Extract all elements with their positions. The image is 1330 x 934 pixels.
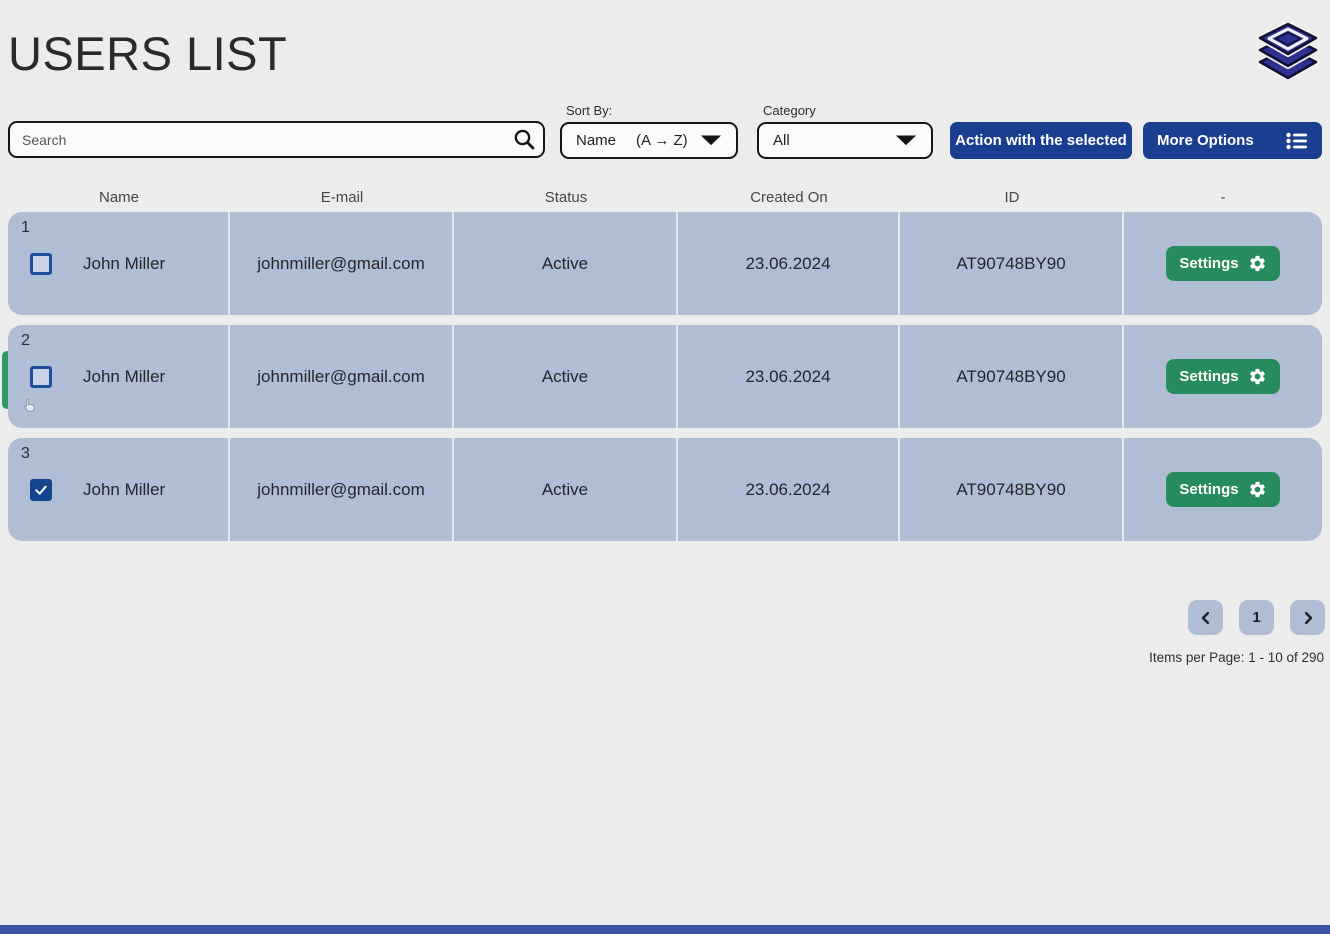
chevron-down-icon <box>895 135 917 146</box>
user-name: John Miller <box>83 253 166 273</box>
table-header: Name E-mail Status Created On ID - <box>8 189 1322 206</box>
items-per-page-summary: Items per Page: 1 - 10 of 290 <box>1149 650 1324 665</box>
row-number: 3 <box>21 445 30 462</box>
chevron-down-icon <box>700 135 722 146</box>
created-cell: 23.06.2024 <box>678 212 900 315</box>
actions-cell: Settings <box>1124 438 1322 541</box>
page-number-button[interactable]: 1 <box>1239 600 1274 635</box>
category-select[interactable]: All <box>757 122 933 159</box>
category-group: Category All <box>757 103 933 159</box>
actions-cell: Settings <box>1124 325 1322 428</box>
stacked-layers-logo-icon <box>1257 21 1319 81</box>
name-cell: 3 John Miller <box>8 438 230 541</box>
row-checkbox-checked[interactable] <box>30 478 52 501</box>
name-cell: 2 John Miller <box>8 325 230 428</box>
name-cell: 1 John Miller <box>8 212 230 315</box>
pagination: 1 <box>1188 600 1325 635</box>
bottom-accent-bar <box>0 925 1330 934</box>
more-options-label: More Options <box>1157 132 1254 149</box>
chevron-right-icon <box>1304 611 1312 624</box>
column-header-name: Name <box>98 189 139 206</box>
settings-button[interactable]: Settings <box>1166 472 1280 507</box>
row-checkbox[interactable] <box>30 365 52 388</box>
sort-group: Sort By: Name (A → Z) <box>560 103 738 159</box>
sort-label: Sort By: <box>566 103 613 118</box>
id-cell: AT90748BY90 <box>900 438 1124 541</box>
status-cell: Active <box>454 325 678 428</box>
row-number: 2 <box>21 332 30 349</box>
settings-label: Settings <box>1179 368 1239 385</box>
toolbar: Sort By: Name (A → Z) Category All Actio… <box>8 103 1322 159</box>
category-value: All <box>773 132 790 149</box>
user-name: John Miller <box>83 366 166 386</box>
search-input[interactable] <box>8 121 545 158</box>
column-header-actions: - <box>1220 189 1226 206</box>
table-row[interactable]: 2 John Miller johnmiller@gmail.com Activ… <box>2 325 1322 428</box>
email-cell: johnmiller@gmail.com <box>230 212 454 315</box>
column-header-id: ID <box>1004 189 1020 206</box>
row-checkbox[interactable] <box>30 252 52 275</box>
column-header-status: Status <box>544 189 588 206</box>
gear-icon <box>1249 481 1265 498</box>
category-label: Category <box>763 103 816 118</box>
page-title: USERS LIST <box>8 27 288 80</box>
status-cell: Active <box>454 438 678 541</box>
gear-icon <box>1249 255 1265 272</box>
next-page-button[interactable] <box>1290 600 1325 635</box>
column-header-created: Created On <box>750 189 828 206</box>
sort-direction: (A → Z) <box>636 132 688 149</box>
hand-cursor-icon <box>24 398 35 412</box>
column-header-email: E-mail <box>320 189 364 206</box>
search-icon[interactable] <box>512 127 536 151</box>
table-row[interactable]: 1 John Miller johnmiller@gmail.com Activ… <box>8 212 1322 315</box>
settings-button[interactable]: Settings <box>1166 359 1280 394</box>
user-name: John Miller <box>83 479 166 499</box>
gear-icon <box>1249 368 1265 385</box>
previous-page-button[interactable] <box>1188 600 1223 635</box>
created-cell: 23.06.2024 <box>678 438 900 541</box>
id-cell: AT90748BY90 <box>900 325 1124 428</box>
user-table: 1 John Miller johnmiller@gmail.com Activ… <box>2 212 1322 541</box>
email-cell: johnmiller@gmail.com <box>230 325 454 428</box>
settings-label: Settings <box>1179 481 1239 498</box>
settings-label: Settings <box>1179 255 1239 272</box>
settings-button[interactable]: Settings <box>1166 246 1280 281</box>
status-cell: Active <box>454 212 678 315</box>
bullet-list-icon <box>1286 132 1307 149</box>
email-cell: johnmiller@gmail.com <box>230 438 454 541</box>
id-cell: AT90748BY90 <box>900 212 1124 315</box>
row-number: 1 <box>21 219 30 236</box>
checkmark-icon <box>35 485 47 495</box>
search-box <box>8 121 545 158</box>
more-options-button[interactable]: More Options <box>1143 122 1322 159</box>
action-with-selected-button[interactable]: Action with the selected <box>950 122 1132 159</box>
sort-value: Name <box>576 132 617 149</box>
sort-select[interactable]: Name (A → Z) <box>560 122 738 159</box>
created-cell: 23.06.2024 <box>678 325 900 428</box>
table-row[interactable]: 3 John Miller johnmiller@gmail.com Activ… <box>8 438 1322 541</box>
chevron-left-icon <box>1201 611 1209 624</box>
actions-cell: Settings <box>1124 212 1322 315</box>
